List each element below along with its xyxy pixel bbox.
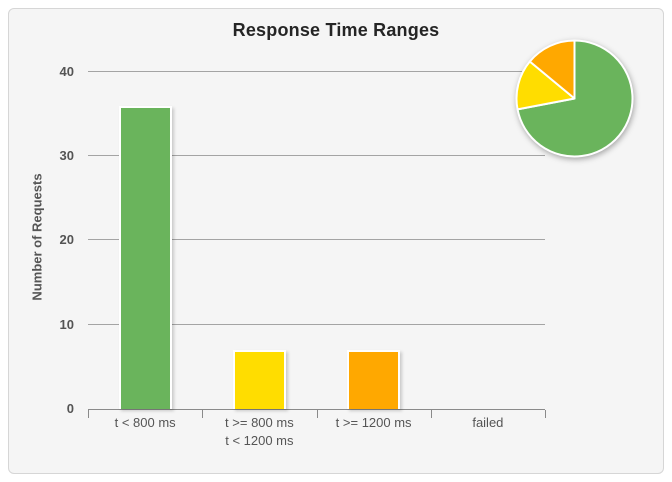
plot-area [88, 55, 545, 410]
y-tick-label-30: 30 [59, 148, 74, 164]
x-category-label: failed [431, 414, 545, 432]
gridline-40 [88, 70, 545, 72]
x-axis-tick [88, 410, 89, 418]
bar-t-1200-ms [347, 350, 401, 409]
x-category-label: t >= 1200 ms [317, 414, 431, 432]
gridline-20 [88, 239, 545, 241]
x-category-label-line: failed [472, 415, 504, 430]
bar-t-800-ms [118, 105, 172, 409]
x-category-label-line: t >= 800 ms [225, 415, 294, 430]
x-axis-tick [545, 410, 546, 418]
x-category-label: t < 800 ms [88, 414, 202, 432]
gridline-10 [88, 323, 545, 325]
y-tick-label-20: 20 [59, 232, 74, 248]
x-category-label-line: t < 1200 ms [225, 433, 294, 448]
x-axis-tick [430, 410, 432, 418]
bar-t-800-ms [232, 350, 286, 409]
y-tick-label-10: 10 [59, 316, 74, 332]
pie-slice-t-1200-ms [528, 39, 576, 100]
pie-chart-inset [509, 33, 640, 164]
x-category-label-line: t < 800 ms [114, 415, 176, 430]
x-category-label: t >= 800 ms t < 1200 ms [202, 414, 316, 450]
y-tick-label-0: 0 [66, 401, 74, 416]
x-axis-tick [202, 410, 204, 418]
chart-title: Response Time Ranges [232, 20, 440, 40]
pie-chart-svg [515, 39, 634, 158]
gridline-30 [88, 155, 545, 157]
y-tick-label-40: 40 [59, 63, 74, 79]
x-axis-tick [316, 410, 318, 418]
x-category-label-line: t >= 1200 ms [335, 415, 412, 430]
